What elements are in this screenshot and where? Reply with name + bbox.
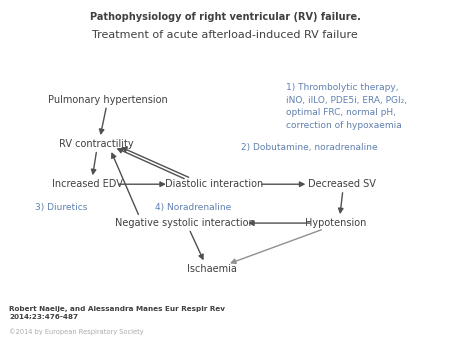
Text: Diastolic interaction: Diastolic interaction bbox=[165, 179, 263, 189]
Text: ©2014 by European Respiratory Society: ©2014 by European Respiratory Society bbox=[9, 328, 144, 335]
Text: Decreased SV: Decreased SV bbox=[308, 179, 376, 189]
Text: Ischaemia: Ischaemia bbox=[187, 264, 236, 274]
Text: Negative systolic interaction: Negative systolic interaction bbox=[115, 218, 254, 228]
Text: RV contractility: RV contractility bbox=[59, 139, 134, 149]
Text: Pulmonary hypertension: Pulmonary hypertension bbox=[48, 95, 168, 105]
Text: 2) Dobutamine, noradrenaline: 2) Dobutamine, noradrenaline bbox=[241, 143, 378, 151]
Text: 4) Noradrenaline: 4) Noradrenaline bbox=[155, 203, 232, 212]
Text: Hypotension: Hypotension bbox=[305, 218, 366, 228]
Text: 2014;23:476-487: 2014;23:476-487 bbox=[9, 314, 78, 320]
Text: 3) Diuretics: 3) Diuretics bbox=[35, 203, 87, 212]
Text: Pathophysiology of right ventricular (RV) failure.: Pathophysiology of right ventricular (RV… bbox=[90, 12, 360, 22]
Text: Robert Naeije, and Alessandra Manes Eur Respir Rev: Robert Naeije, and Alessandra Manes Eur … bbox=[9, 306, 225, 312]
Text: 1) Thrombolytic therapy,
iNO, iILO, PDE5i, ERA, PGI₂,
optimal FRC, normal pH,
co: 1) Thrombolytic therapy, iNO, iILO, PDE5… bbox=[286, 83, 407, 130]
Text: Treatment of acute afterload-induced RV failure: Treatment of acute afterload-induced RV … bbox=[92, 30, 358, 40]
Text: Increased EDV: Increased EDV bbox=[52, 179, 123, 189]
